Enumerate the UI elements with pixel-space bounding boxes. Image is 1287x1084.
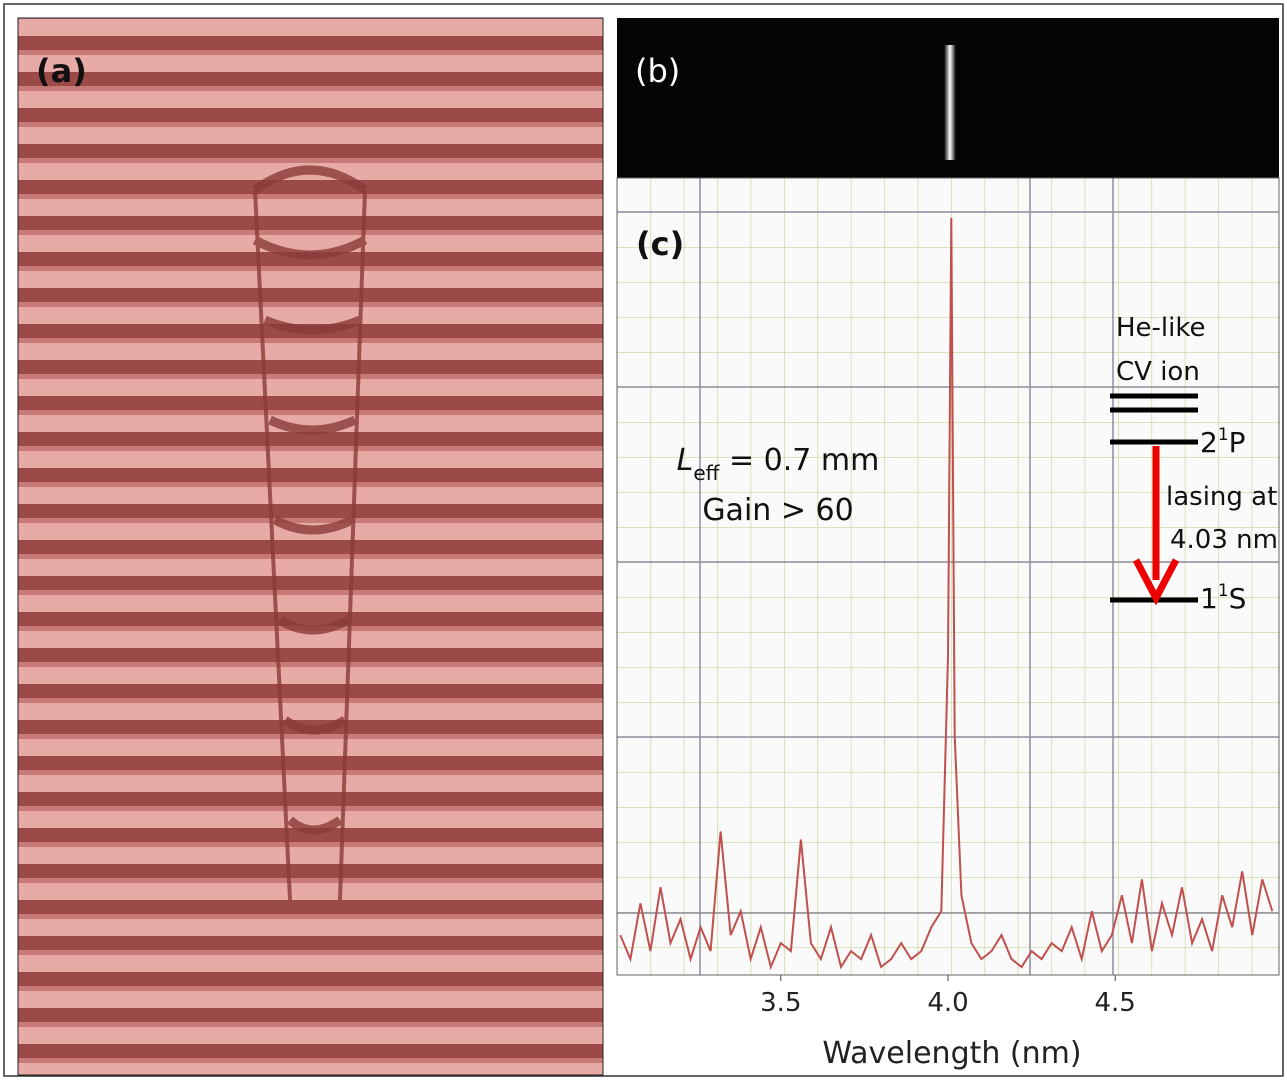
fringe-bump bbox=[252, 165, 368, 901]
x-tick-label: 4.0 bbox=[927, 988, 968, 1018]
arrow-head bbox=[1132, 558, 1180, 606]
level-label: 21P bbox=[1200, 425, 1246, 459]
annotation: 4.03 nm bbox=[1170, 525, 1278, 555]
sup: 1 bbox=[1218, 581, 1229, 601]
annotation: Gain > 60 bbox=[702, 493, 853, 528]
symbol: L bbox=[677, 443, 694, 478]
subscript: eff bbox=[693, 461, 720, 485]
x-tick-label: 3.5 bbox=[760, 988, 801, 1018]
frame bbox=[3, 3, 1284, 1077]
annotation: CV ion bbox=[1116, 357, 1200, 387]
panel-label: (b) bbox=[635, 52, 680, 90]
value: = 0.7 mm bbox=[719, 443, 879, 478]
base: 1 bbox=[1200, 582, 1218, 615]
term: P bbox=[1229, 426, 1246, 459]
panel-label: (c) bbox=[636, 225, 684, 263]
spectrum-line bbox=[619, 217, 1274, 971]
plot: 3.5 4.0 4.5 bbox=[619, 217, 1274, 1018]
base: 2 bbox=[1200, 426, 1218, 459]
x-tick-label: 4.5 bbox=[1094, 988, 1135, 1018]
term: S bbox=[1229, 582, 1247, 615]
panel-label: (a) bbox=[36, 52, 87, 90]
annotation: lasing at bbox=[1166, 482, 1277, 512]
level-label: 11S bbox=[1200, 581, 1246, 615]
annotation: He-like bbox=[1116, 313, 1206, 343]
annotation: Leff = 0.7 mm bbox=[677, 443, 880, 485]
energy-levels bbox=[1110, 393, 1198, 603]
interferogram bbox=[17, 17, 604, 1076]
x-axis-label: Wavelength (nm) bbox=[822, 1036, 1081, 1071]
spectral-line bbox=[944, 45, 956, 160]
sup: 1 bbox=[1218, 425, 1229, 445]
